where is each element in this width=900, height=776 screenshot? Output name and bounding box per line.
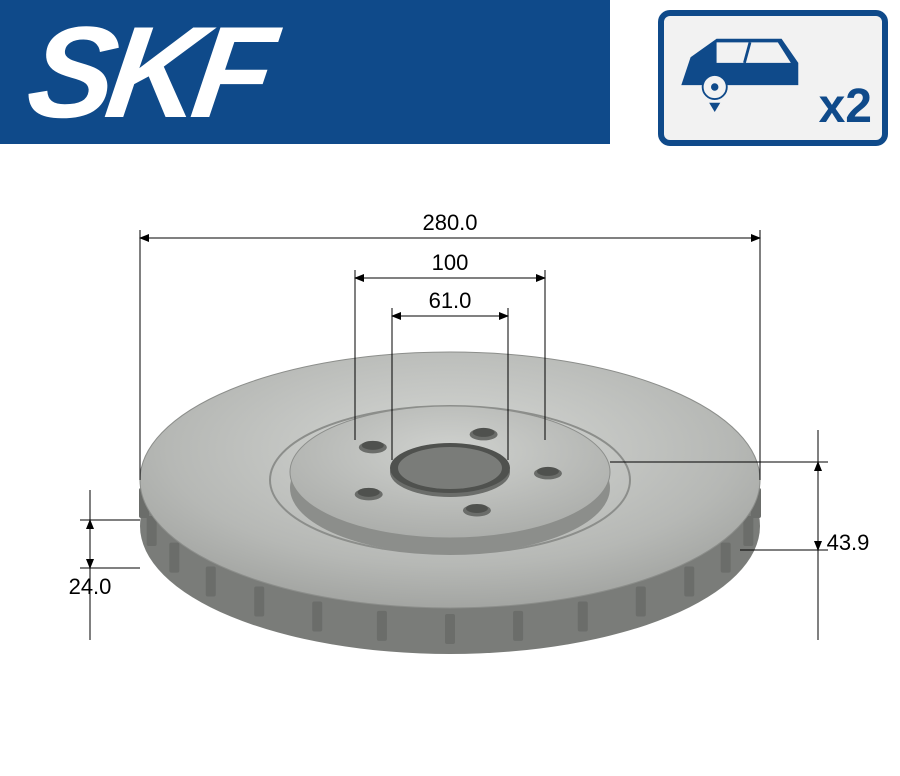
brand-logo: SKF (0, 0, 610, 144)
technical-drawing: 280.0 100 61.0 24.0 43.9 (0, 190, 900, 776)
dim-outer-diameter-value: 280.0 (422, 210, 477, 235)
dim-thickness-value: 24.0 (69, 574, 112, 599)
dim-height-value: 43.9 (827, 530, 870, 555)
quantity-label: x2 (819, 79, 872, 134)
brake-disc (139, 352, 761, 654)
dim-bolt-circle-value: 100 (432, 250, 469, 275)
dim-hub-bore-value: 61.0 (429, 288, 472, 313)
dim-thickness: 24.0 (69, 490, 140, 640)
header: SKF x2 (0, 0, 900, 146)
quantity-badge: x2 (658, 10, 888, 146)
logo-text: SKF (0, 7, 275, 137)
car-rear-icon (672, 22, 802, 115)
